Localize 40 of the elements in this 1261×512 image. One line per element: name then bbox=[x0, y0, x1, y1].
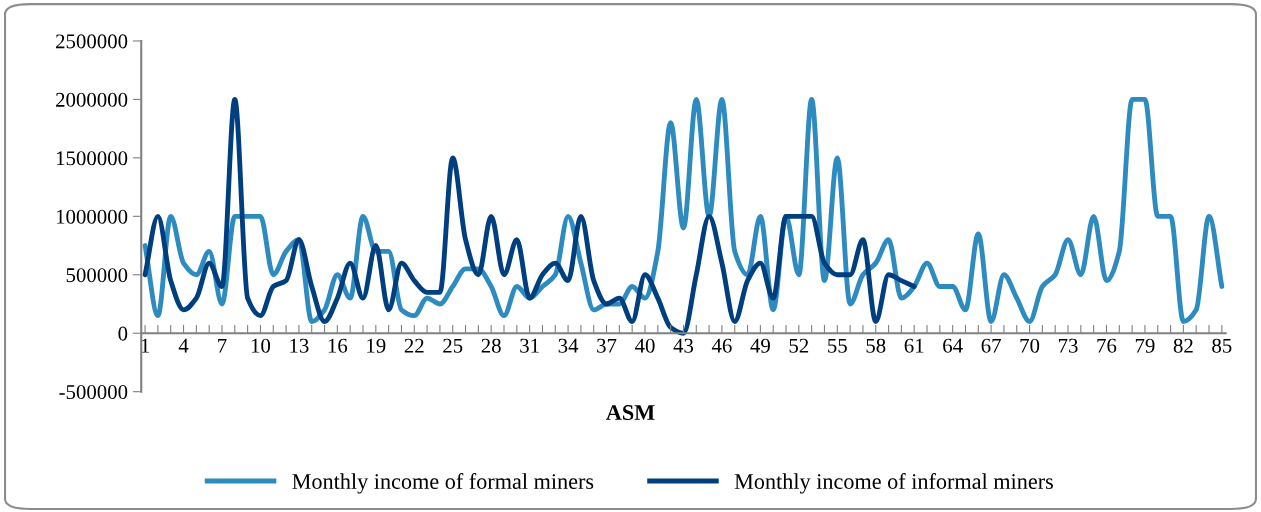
x-tick-label: 67 bbox=[981, 338, 1001, 353]
y-tick-label: 1500000 bbox=[56, 151, 128, 166]
x-tick-label: 4 bbox=[178, 338, 189, 353]
x-tick-label: 85 bbox=[1212, 338, 1232, 353]
x-tick-label: 34 bbox=[558, 338, 579, 353]
y-tick-label: 1000000 bbox=[56, 209, 128, 224]
x-tick-label: 16 bbox=[328, 338, 348, 353]
x-axis-title: ASM bbox=[606, 405, 655, 421]
x-tick-label: 25 bbox=[443, 338, 463, 353]
y-tick-label: 500000 bbox=[66, 268, 128, 283]
x-tick-label: 52 bbox=[789, 338, 809, 353]
x-tick-label: 43 bbox=[673, 338, 694, 353]
x-tick-label: 76 bbox=[1097, 338, 1117, 353]
x-tick-label: 82 bbox=[1173, 338, 1193, 353]
x-tick-label: 49 bbox=[750, 338, 770, 353]
x-tick-label: 28 bbox=[481, 338, 501, 353]
x-tick-label: 10 bbox=[251, 338, 271, 353]
x-tick-label: 73 bbox=[1058, 338, 1078, 353]
y-tick-label: 2000000 bbox=[56, 92, 128, 107]
y-tick-label: 0 bbox=[118, 326, 128, 341]
x-tick-label: 79 bbox=[1135, 338, 1155, 353]
x-tick-label: 55 bbox=[828, 338, 847, 353]
x-tick-label: 70 bbox=[1020, 338, 1040, 353]
line-series bbox=[142, 96, 917, 336]
x-tick-label: 58 bbox=[866, 338, 886, 353]
y-tick-label: 2500000 bbox=[56, 34, 128, 49]
x-tick-label: 7 bbox=[218, 338, 227, 353]
x-tick-label: 1 bbox=[141, 338, 150, 353]
x-tick-label: 46 bbox=[711, 338, 732, 353]
x-tick-label: 64 bbox=[943, 338, 963, 353]
x-tick-label: 13 bbox=[290, 338, 309, 353]
x-tick-label: 61 bbox=[904, 338, 924, 353]
x-tick-label: 19 bbox=[367, 338, 386, 353]
x-tick-label: 31 bbox=[520, 338, 539, 353]
x-tick-label: 37 bbox=[597, 338, 617, 353]
x-tick-label: 40 bbox=[635, 338, 655, 353]
legend-label: Monthly income of formal miners bbox=[292, 473, 594, 494]
legend-label: Monthly income of informal miners bbox=[734, 473, 1053, 494]
x-tick-label: 22 bbox=[404, 338, 424, 353]
y-tick-label: -500000 bbox=[59, 385, 128, 400]
